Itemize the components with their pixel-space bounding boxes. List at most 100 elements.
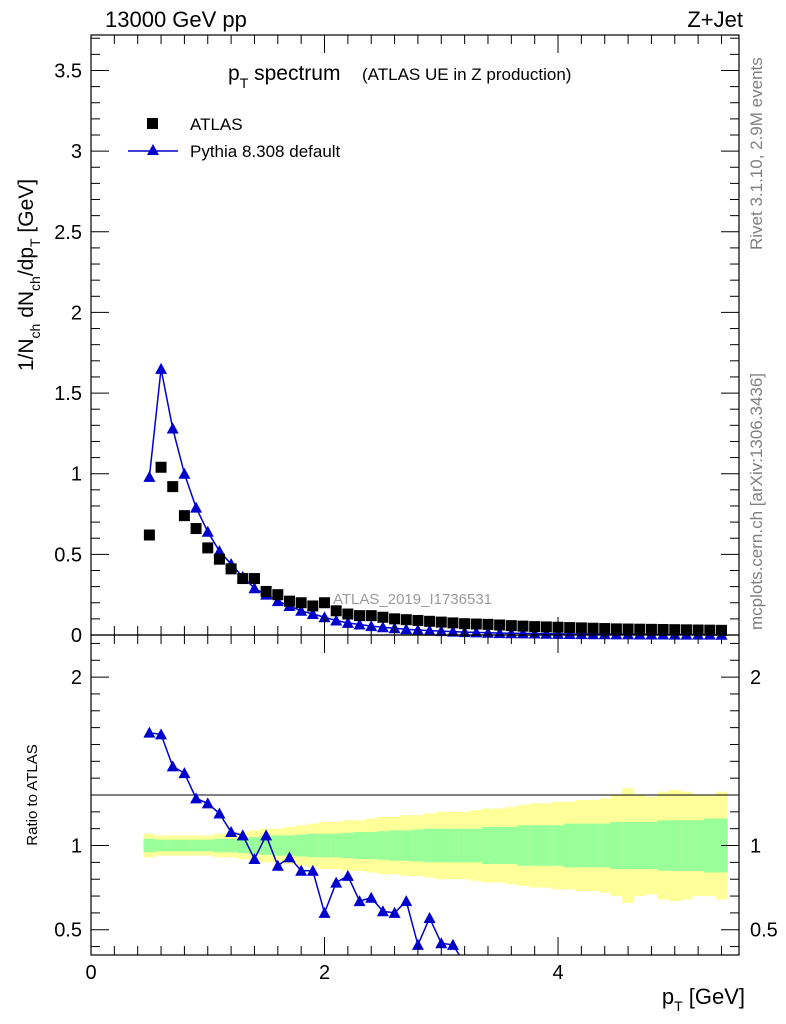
- pythia-point: [166, 422, 179, 434]
- atlas-point: [470, 618, 482, 630]
- xlabel-p: p: [662, 984, 674, 1009]
- ratio-band-inner: [400, 830, 413, 861]
- pythia-point: [213, 545, 226, 557]
- pythia-point: [365, 620, 378, 632]
- ratio-pythia-point: [178, 767, 191, 779]
- pythia-point: [540, 627, 553, 639]
- atlas-point: [167, 481, 179, 493]
- pythia-point: [248, 582, 261, 594]
- ratio-pythia-point: [400, 895, 413, 907]
- atlas-point: [342, 608, 354, 620]
- ratio-pythia-point: [283, 851, 296, 863]
- atlas-point: [459, 618, 471, 630]
- ylabel-part-4: ch: [27, 276, 43, 291]
- chart-title-p: p: [228, 62, 240, 85]
- ratio-band-inner: [447, 828, 460, 863]
- atlas-point: [494, 619, 506, 631]
- atlas-point: [237, 573, 249, 585]
- pythia-point: [201, 525, 214, 537]
- ratio-band-inner: [423, 828, 436, 863]
- ratio-band-inner: [143, 838, 156, 853]
- ratio-band-inner: [213, 838, 226, 853]
- atlas-point: [178, 510, 190, 522]
- pythia-point: [306, 608, 319, 620]
- legend-marker-atlas: [147, 118, 158, 129]
- ratio-band-inner: [493, 827, 506, 865]
- ratio-band-inner: [668, 820, 681, 871]
- atlas-point: [680, 624, 692, 636]
- ylabel-part-5: /dp: [15, 247, 38, 276]
- main-y-axis-label: 1/Nch dNch/dpT [GeV]: [15, 179, 43, 371]
- atlas-point: [365, 610, 377, 622]
- chart-title-sub: T: [240, 75, 249, 91]
- ratio-band-inner: [517, 825, 530, 866]
- ratio-pythia-point: [143, 726, 156, 738]
- ratio-pythia-point: [271, 859, 284, 871]
- x-tick-label: 2: [319, 962, 330, 984]
- ratio-y-tick-label-right: 2: [750, 667, 761, 689]
- ratio-band-inner: [271, 835, 284, 856]
- ratio-band-inner: [248, 837, 261, 854]
- ratio-band-inner: [633, 821, 646, 870]
- atlas-point: [634, 623, 646, 635]
- header-energy: 13000 GeV pp: [105, 7, 247, 32]
- atlas-point: [424, 615, 436, 627]
- ratio-band-inner: [295, 834, 308, 857]
- ratio-band-inner: [155, 839, 168, 852]
- xlabel-sub: T: [674, 998, 683, 1014]
- ratio-pythia-point: [155, 728, 168, 740]
- atlas-point: [155, 461, 167, 473]
- ratio-pythia-point: [388, 906, 401, 918]
- ratio-pythia-point: [365, 891, 378, 903]
- atlas-point: [330, 605, 342, 617]
- ylabel-part-7: [GeV]: [15, 179, 38, 239]
- main-y-tick-label: 0: [71, 625, 82, 647]
- ratio-pythia-point: [446, 938, 459, 950]
- ratio-pythia-point: [459, 957, 471, 968]
- ratio-pythia-point: [306, 864, 319, 876]
- x-tick-label: 4: [552, 962, 563, 984]
- side-rivet-info: Rivet 3.1.10, 2.9M events: [747, 57, 766, 250]
- ylabel-part-1: 1/N: [15, 338, 38, 371]
- ratio-band-inner: [307, 833, 319, 858]
- ratio-panel: 0.5 0.5 1 1 2 2 Ratio to ATLAS: [24, 634, 778, 968]
- main-y-tick-label: 2.5: [54, 222, 82, 244]
- ratio-band-inner: [657, 820, 670, 871]
- atlas-point: [295, 597, 307, 609]
- ratio-band-inner: [377, 831, 390, 860]
- main-y-tick-label: 1.5: [54, 383, 82, 405]
- ratio-band-inner: [260, 836, 273, 855]
- ratio-pythia-line: [149, 731, 461, 955]
- ratio-pythia-point: [225, 826, 238, 838]
- ratio-band-inner: [458, 828, 471, 863]
- ylabel-part-2: ch: [27, 324, 43, 339]
- ratio-band-inner: [353, 832, 366, 859]
- ratio-band-inner: [330, 833, 343, 858]
- ratio-band-inner: [692, 820, 705, 871]
- atlas-point: [610, 623, 622, 635]
- ratio-band-inner: [318, 833, 331, 858]
- ratio-band-inner: [540, 825, 553, 866]
- ratio-band-inner: [645, 821, 658, 870]
- ratio-band-layer: [143, 788, 728, 903]
- atlas-point: [272, 589, 284, 601]
- chart-title-note: (ATLAS UE in Z production): [362, 65, 571, 84]
- pythia-point: [155, 362, 168, 374]
- ratio-y-axis-label: Ratio to ATLAS: [24, 744, 41, 845]
- atlas-point: [704, 624, 716, 636]
- main-data-layer: [143, 362, 728, 640]
- ratio-pythia-point: [318, 906, 331, 918]
- ratio-band-inner: [680, 820, 693, 871]
- pythia-point: [517, 627, 529, 639]
- xlabel-unit: [GeV]: [683, 984, 745, 1009]
- atlas-point: [143, 529, 155, 541]
- pythia-point: [295, 604, 308, 616]
- ratio-band-inner: [575, 823, 588, 868]
- atlas-point: [400, 614, 412, 626]
- ratio-band-inner: [552, 825, 565, 866]
- ratio-band-inner: [470, 828, 483, 863]
- ratio-y-tick-label-right: 0.5: [750, 920, 778, 942]
- analysis-watermark: ATLAS_2019_I1736531: [333, 591, 492, 608]
- ratio-band-inner: [622, 821, 635, 870]
- ratio-band-inner: [598, 823, 611, 868]
